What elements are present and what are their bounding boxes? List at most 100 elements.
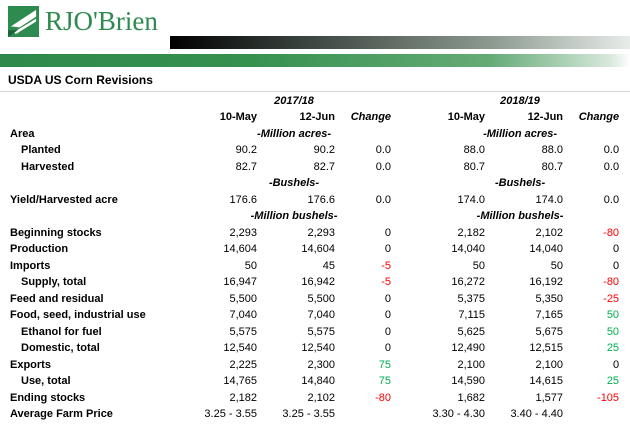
value: 12,515 <box>529 342 564 355</box>
value: 14,604 <box>223 243 257 256</box>
value: 16,192 <box>529 276 564 289</box>
rjo-logo-icon <box>8 6 39 37</box>
row-label: Average Farm Price <box>10 408 113 421</box>
change-value: 0 <box>384 226 392 239</box>
column-spacer <box>393 242 419 259</box>
change-value: -25 <box>603 292 620 305</box>
value: 14,604 <box>301 243 335 256</box>
value: 2,182 <box>457 226 486 239</box>
change-value: 0.0 <box>603 193 620 206</box>
table-row: Planted 90.2 90.2 0.0 88.0 88.0 0.0 <box>8 143 621 160</box>
value: 14,040 <box>529 243 564 256</box>
change-value: 0 <box>612 259 620 272</box>
column-spacer <box>393 374 419 391</box>
value: 7,040 <box>307 309 335 322</box>
value: 5,350 <box>535 292 564 305</box>
value: 16,942 <box>301 276 335 289</box>
change-value: -5 <box>381 276 392 289</box>
corner-cell <box>8 110 195 127</box>
value: 12,490 <box>451 342 486 355</box>
value: 5,675 <box>535 325 564 338</box>
value: 3.25 - 3.55 <box>282 408 335 421</box>
row-label: Yield/Harvested acre <box>10 193 118 206</box>
value: 2,182 <box>229 391 257 404</box>
change-value: 0 <box>384 292 392 305</box>
value: 7,165 <box>535 309 564 322</box>
col-header-12jun: 12-Jun <box>527 111 564 124</box>
table-row: Average Farm Price 3.25 - 3.55 3.25 - 3.55… <box>8 407 621 424</box>
value: 12,540 <box>301 342 335 355</box>
value: 2,100 <box>457 358 486 371</box>
brand-name: RJO'Brien <box>45 6 158 36</box>
value: 16,272 <box>451 276 486 289</box>
value: 176.6 <box>307 193 335 206</box>
unit-label: -Bushels- <box>494 177 546 190</box>
change-value <box>565 407 621 424</box>
value: 5,375 <box>457 292 486 305</box>
row-label <box>8 209 195 226</box>
value: 88.0 <box>463 144 486 157</box>
value: 82.7 <box>235 160 257 173</box>
unit-label: -Million acres- <box>257 127 331 140</box>
table-row: Exports 2,225 2,300 75 2,100 2,100 0 <box>8 357 621 374</box>
column-spacer <box>393 275 419 292</box>
value: 1,577 <box>535 391 564 404</box>
change-value: 0 <box>384 325 392 338</box>
change-value <box>337 407 393 424</box>
unit-label: -Million bushels- <box>476 210 564 223</box>
change-value: -80 <box>375 391 392 404</box>
row-label: Use, total <box>21 375 71 388</box>
units-row: -Million bushels- -Million bushels- <box>8 209 621 226</box>
row-label: Food, seed, industrial use <box>10 309 146 322</box>
value: 5,575 <box>229 325 257 338</box>
report-header: RJO'Brien <box>0 0 630 68</box>
change-value: 0 <box>384 243 392 256</box>
table-row: Domestic, total 12,540 12,540 0 12,490 12,515… <box>8 341 621 358</box>
group-header-2018-19: 2018/19 <box>500 94 540 107</box>
change-value: 0.0 <box>603 144 620 157</box>
header-green-bar <box>0 54 630 67</box>
value: 2,100 <box>535 358 564 371</box>
row-label: Imports <box>10 259 51 272</box>
group-header-2017-18: 2017/18 <box>274 94 314 107</box>
row-label: Beginning stocks <box>10 226 102 239</box>
value: 50 <box>244 259 257 272</box>
change-value: 0 <box>612 358 620 371</box>
value: 2,293 <box>229 226 257 239</box>
row-label: Feed and residual <box>10 292 104 305</box>
corner-cell <box>8 93 195 110</box>
column-spacer <box>393 341 419 358</box>
change-value: -80 <box>603 276 620 289</box>
change-value: 0 <box>612 243 620 256</box>
value: 7,115 <box>458 309 486 322</box>
column-spacer <box>393 93 419 110</box>
change-value: 0 <box>384 309 392 322</box>
change-value: 0.0 <box>375 193 392 206</box>
value: 5,500 <box>307 292 335 305</box>
row-label: Exports <box>10 358 51 371</box>
column-spacer <box>393 143 419 160</box>
row-label <box>8 176 195 193</box>
units-row: Area -Million acres- -Million acres- <box>8 126 621 143</box>
row-label: Supply, total <box>21 276 87 289</box>
change-value: -105 <box>597 391 620 404</box>
change-value: 50 <box>606 309 620 322</box>
value: 90.2 <box>235 144 257 157</box>
value: 50 <box>550 259 564 272</box>
table-row: Ending stocks 2,182 2,102 -80 1,682 1,577 -105 <box>8 390 621 407</box>
value: 14,040 <box>451 243 486 256</box>
table-row: Harvested 82.7 82.7 0.0 80.7 80.7 0.0 <box>8 159 621 176</box>
row-label: Harvested <box>21 160 75 173</box>
col-header-12jun: 12-Jun <box>299 111 335 124</box>
value: 174.0 <box>457 193 486 206</box>
column-spacer <box>393 390 419 407</box>
col-header-10may: 10-May <box>219 111 257 124</box>
row-label: Ethanol for fuel <box>21 325 102 338</box>
table-row: Supply, total 16,947 16,942 -5 16,272 16,192 -… <box>8 275 621 292</box>
column-spacer <box>393 225 419 242</box>
value: 2,293 <box>307 226 335 239</box>
revisions-table: 2017/18 2018/19 10-May 12-Jun Change 10-… <box>8 93 621 423</box>
value: 12,540 <box>223 342 257 355</box>
unit-label: -Million bushels- <box>250 210 338 223</box>
